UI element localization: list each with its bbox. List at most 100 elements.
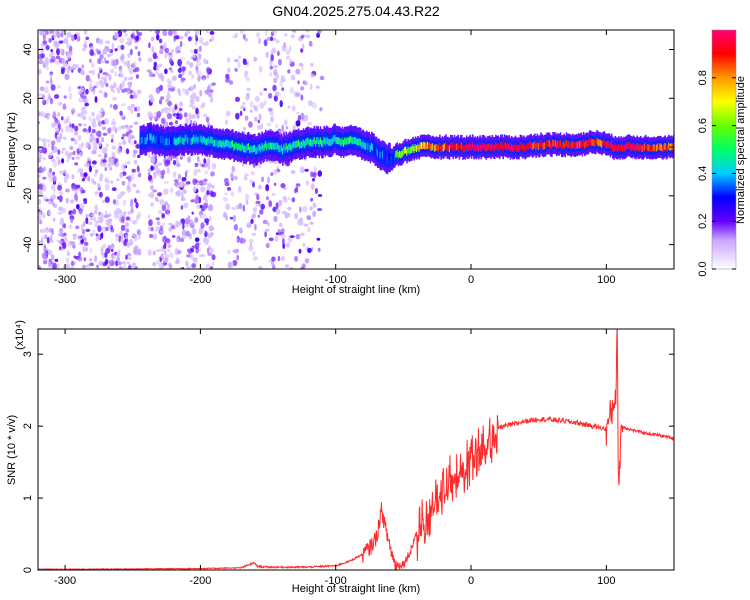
noise-speckle <box>243 126 246 131</box>
noise-speckle <box>290 170 296 175</box>
noise-speckle <box>316 237 321 241</box>
noise-speckle <box>152 233 158 240</box>
ridge-core <box>280 144 283 152</box>
noise-speckle <box>309 221 314 225</box>
ridge-core <box>148 134 150 142</box>
ridge-core <box>564 143 567 150</box>
noise-speckle <box>258 37 261 45</box>
ridge-core <box>172 137 174 145</box>
ridge-core <box>387 153 390 161</box>
ridge-core <box>344 137 346 145</box>
ridge-core <box>487 143 490 151</box>
noise-speckle <box>105 40 110 44</box>
noise-speckle <box>177 173 182 180</box>
noise-speckle <box>52 217 56 222</box>
ridge-core <box>541 141 543 149</box>
noise-speckle <box>286 55 291 60</box>
noise-speckle <box>319 75 325 81</box>
ridge-core <box>264 140 267 148</box>
noise-speckle <box>121 136 124 140</box>
noise-speckle <box>225 110 231 117</box>
noise-speckle <box>108 259 113 265</box>
ridge-core <box>405 146 407 154</box>
noise-speckle <box>223 196 228 202</box>
noise-speckle <box>77 256 83 262</box>
ridge-core <box>419 142 422 150</box>
ridge-core <box>232 140 234 148</box>
noise-speckle <box>107 54 111 58</box>
ridge-core <box>506 142 508 150</box>
noise-speckle <box>123 263 127 269</box>
noise-speckle <box>109 84 115 90</box>
noise-speckle <box>62 242 67 250</box>
noise-speckle <box>133 248 138 256</box>
ridge-core <box>546 139 548 147</box>
noise-speckle <box>299 221 304 226</box>
noise-speckle <box>242 204 246 212</box>
noise-speckle <box>42 157 46 161</box>
noise-speckle <box>47 152 53 159</box>
ridge-core <box>461 142 463 150</box>
noise-speckle <box>87 221 93 225</box>
ridge-core <box>523 143 525 150</box>
noise-speckle <box>94 96 98 103</box>
ridge-core <box>213 139 216 147</box>
noise-speckle <box>54 127 60 131</box>
ridge-core <box>468 144 470 151</box>
noise-speckle <box>123 199 126 206</box>
noise-speckle <box>273 69 278 76</box>
noise-speckle <box>168 52 173 56</box>
ridge-core <box>256 147 258 154</box>
ridge-core <box>201 137 204 145</box>
noise-speckle <box>153 61 158 67</box>
noise-speckle <box>50 56 56 62</box>
noise-speckle <box>173 171 177 178</box>
noise-speckle <box>156 192 162 197</box>
noise-speckle <box>162 30 168 37</box>
ridge-core <box>508 142 511 150</box>
noise-speckle <box>147 214 151 219</box>
noise-speckle <box>52 122 58 127</box>
ridge-core <box>609 142 612 150</box>
ridge-core <box>236 143 239 151</box>
noise-speckle <box>160 74 165 82</box>
noise-speckle <box>209 30 215 35</box>
noise-speckle <box>178 36 184 40</box>
ridge-core <box>378 149 380 157</box>
noise-speckle <box>74 189 78 195</box>
noise-speckle <box>207 183 213 188</box>
noise-speckle <box>167 100 173 107</box>
noise-speckle <box>202 77 206 82</box>
noise-speckle <box>41 252 47 260</box>
noise-speckle <box>193 169 198 176</box>
noise-speckle <box>207 122 211 127</box>
noise-speckle <box>292 105 296 112</box>
snr-y-ticks: 0 1 2 3 <box>22 351 674 573</box>
noise-speckle <box>160 253 164 259</box>
noise-speckle <box>119 110 123 116</box>
noise-speckle <box>63 168 67 175</box>
noise-speckle <box>133 61 137 66</box>
noise-speckle <box>123 149 127 154</box>
noise-speckle <box>88 165 92 173</box>
noise-speckle <box>148 42 151 49</box>
noise-speckle <box>177 68 182 73</box>
ridge-core <box>272 142 274 150</box>
noise-speckle <box>197 168 201 173</box>
noise-speckle <box>170 187 174 193</box>
noise-speckle <box>151 36 155 42</box>
ridge-core <box>384 153 386 161</box>
ridge-core <box>297 139 300 147</box>
noise-speckle <box>271 193 276 196</box>
noise-speckle <box>147 193 152 198</box>
noise-speckle <box>158 38 163 44</box>
noise-speckle <box>317 170 322 177</box>
noise-speckle <box>279 100 283 108</box>
noise-speckle <box>114 31 119 39</box>
ridge-core <box>568 141 570 148</box>
noise-speckle <box>75 225 80 230</box>
noise-speckle <box>289 86 295 94</box>
noise-speckle <box>116 178 120 182</box>
ridge-core <box>498 144 501 152</box>
noise-speckle <box>281 210 287 215</box>
